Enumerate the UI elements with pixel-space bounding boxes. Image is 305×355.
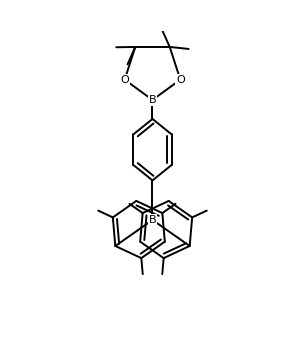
Text: O: O (120, 75, 129, 85)
Text: B: B (149, 215, 156, 225)
Text: B: B (149, 95, 156, 105)
Text: O: O (176, 75, 185, 85)
